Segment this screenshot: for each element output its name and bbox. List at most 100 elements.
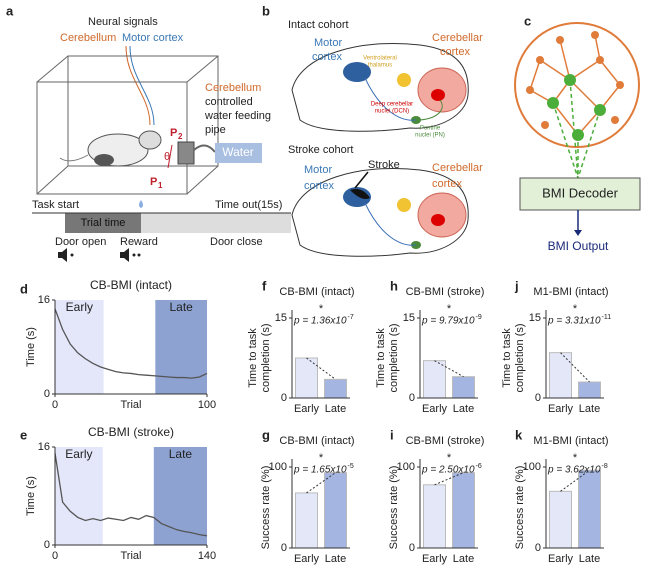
y-axis-label: completion (s) xyxy=(260,323,272,392)
region xyxy=(155,300,207,394)
trend-line xyxy=(560,352,590,383)
y-tick-label: 16 xyxy=(38,294,50,306)
x-tick-label: 0 xyxy=(52,399,58,411)
motor-text: Motor xyxy=(314,37,342,49)
x-tick-label: Late xyxy=(325,403,346,415)
x-tick-label: Late xyxy=(453,403,474,415)
chart: j Early Late 0 15 Time to task completion (s) M… xyxy=(501,278,611,414)
x-tick-label: Late xyxy=(579,403,600,415)
pipe-text: Cerebellum xyxy=(205,82,261,94)
y-tick-label: 0 xyxy=(535,542,541,554)
pn-text: Pontine xyxy=(420,126,441,132)
arrow xyxy=(354,171,369,189)
mouse xyxy=(59,130,162,167)
dcn xyxy=(431,89,445,101)
chart-title: CB-BMI (intact) xyxy=(279,286,354,298)
cerebellar-text: cortex xyxy=(432,178,462,190)
p-value: p = 3.31x10 xyxy=(547,316,601,327)
region-label: Early xyxy=(66,300,93,314)
y-tick-label: 0 xyxy=(409,542,415,554)
task-start: Task start xyxy=(32,199,79,211)
region-label: Early xyxy=(65,447,92,461)
door-close: Door close xyxy=(210,236,263,248)
water-box xyxy=(215,143,262,163)
p-value: p = 9.79x10 xyxy=(421,316,475,327)
pathway xyxy=(364,202,417,246)
trend-line xyxy=(560,469,590,492)
motor-cortex xyxy=(343,62,371,82)
speaker-icons xyxy=(58,248,141,262)
panel-label: k xyxy=(515,427,523,442)
x-tick-label: Late xyxy=(453,553,474,565)
p1-sub: 1 xyxy=(158,181,163,190)
y-tick-label: 0 xyxy=(409,392,415,404)
y-axis-label: Success rate (%) xyxy=(388,466,400,550)
panel-b: b Intact cohort Motor cortex Cerebellar … xyxy=(262,3,483,257)
cerebellar-text: Cerebellar xyxy=(432,32,483,44)
x-tick-label: 0 xyxy=(52,550,58,562)
panel-label: e xyxy=(20,427,27,442)
x-tick-label: Early xyxy=(548,553,574,565)
panel-c: c BMI Decoder BMI Output xyxy=(514,13,641,253)
p-value: p = 2.50x10 xyxy=(421,465,475,476)
x-tick-label: 100 xyxy=(198,399,216,411)
pathway xyxy=(364,77,417,121)
x-axis-label: Trial xyxy=(121,550,142,562)
cohort-title: Intact cohort xyxy=(288,19,349,31)
thalamus-text: Ventrolateral xyxy=(363,56,397,62)
significance-star: * xyxy=(447,452,452,464)
pn-text: nuclei (PN) xyxy=(415,133,445,139)
neural-signals: Neural signals xyxy=(88,16,158,28)
thalamus-text: thalamus xyxy=(368,63,392,69)
trend-line xyxy=(434,360,464,378)
chart-title: CB-BMI (stroke) xyxy=(406,286,485,298)
y-tick-label: 0 xyxy=(44,388,50,400)
chart-title: CB-BMI (intact) xyxy=(90,278,172,292)
trend-line xyxy=(434,472,464,486)
time-out: Time out(15s) xyxy=(215,199,282,211)
y-tick-label: 100 xyxy=(269,461,287,473)
p1: P xyxy=(150,176,157,188)
bar xyxy=(423,484,446,549)
panel-label: a xyxy=(6,3,14,18)
bar xyxy=(452,376,475,399)
y-axis-label: Time (s) xyxy=(25,476,37,516)
p-value: p = 1.65x10 xyxy=(293,465,347,476)
y-axis-label: Time to task xyxy=(501,328,513,388)
significance-star: * xyxy=(447,303,452,315)
region-label: Late xyxy=(169,300,193,314)
drop xyxy=(139,200,143,208)
brain xyxy=(291,167,469,257)
panel-a: a Neural signals Cerebellum Motor cortex… xyxy=(6,3,291,262)
bar xyxy=(295,492,318,549)
wire xyxy=(125,45,151,126)
panel-label: h xyxy=(390,278,398,293)
cerebellar-text: Cerebellar xyxy=(432,162,483,174)
x-tick-label: Early xyxy=(422,403,448,415)
y-tick-label: 0 xyxy=(281,392,287,404)
cerebellar-text: cortex xyxy=(440,46,470,58)
trial-bar xyxy=(65,213,141,233)
motor-text: cortex xyxy=(312,51,342,63)
panel-label: g xyxy=(262,427,270,442)
bar xyxy=(549,352,572,399)
significance-star: * xyxy=(319,303,324,315)
y-axis-label: Time to task xyxy=(247,328,259,388)
panel-label: d xyxy=(20,281,28,296)
p-exponent: -5 xyxy=(348,463,354,470)
trend-line xyxy=(306,472,336,494)
reward: Reward xyxy=(120,236,158,248)
cage xyxy=(36,55,219,195)
p-exponent: -8 xyxy=(602,463,608,470)
x-tick-label: Early xyxy=(548,403,574,415)
x-axis-label: Trial xyxy=(121,399,142,411)
timeout-bar xyxy=(141,213,291,233)
stroke-lesion xyxy=(350,189,370,199)
y-tick-label: 100 xyxy=(397,461,415,473)
motor-text: cortex xyxy=(304,180,334,192)
significance-star: * xyxy=(319,452,324,464)
y-axis-label: Time to task xyxy=(375,328,387,388)
p-exponent: -6 xyxy=(476,463,482,470)
